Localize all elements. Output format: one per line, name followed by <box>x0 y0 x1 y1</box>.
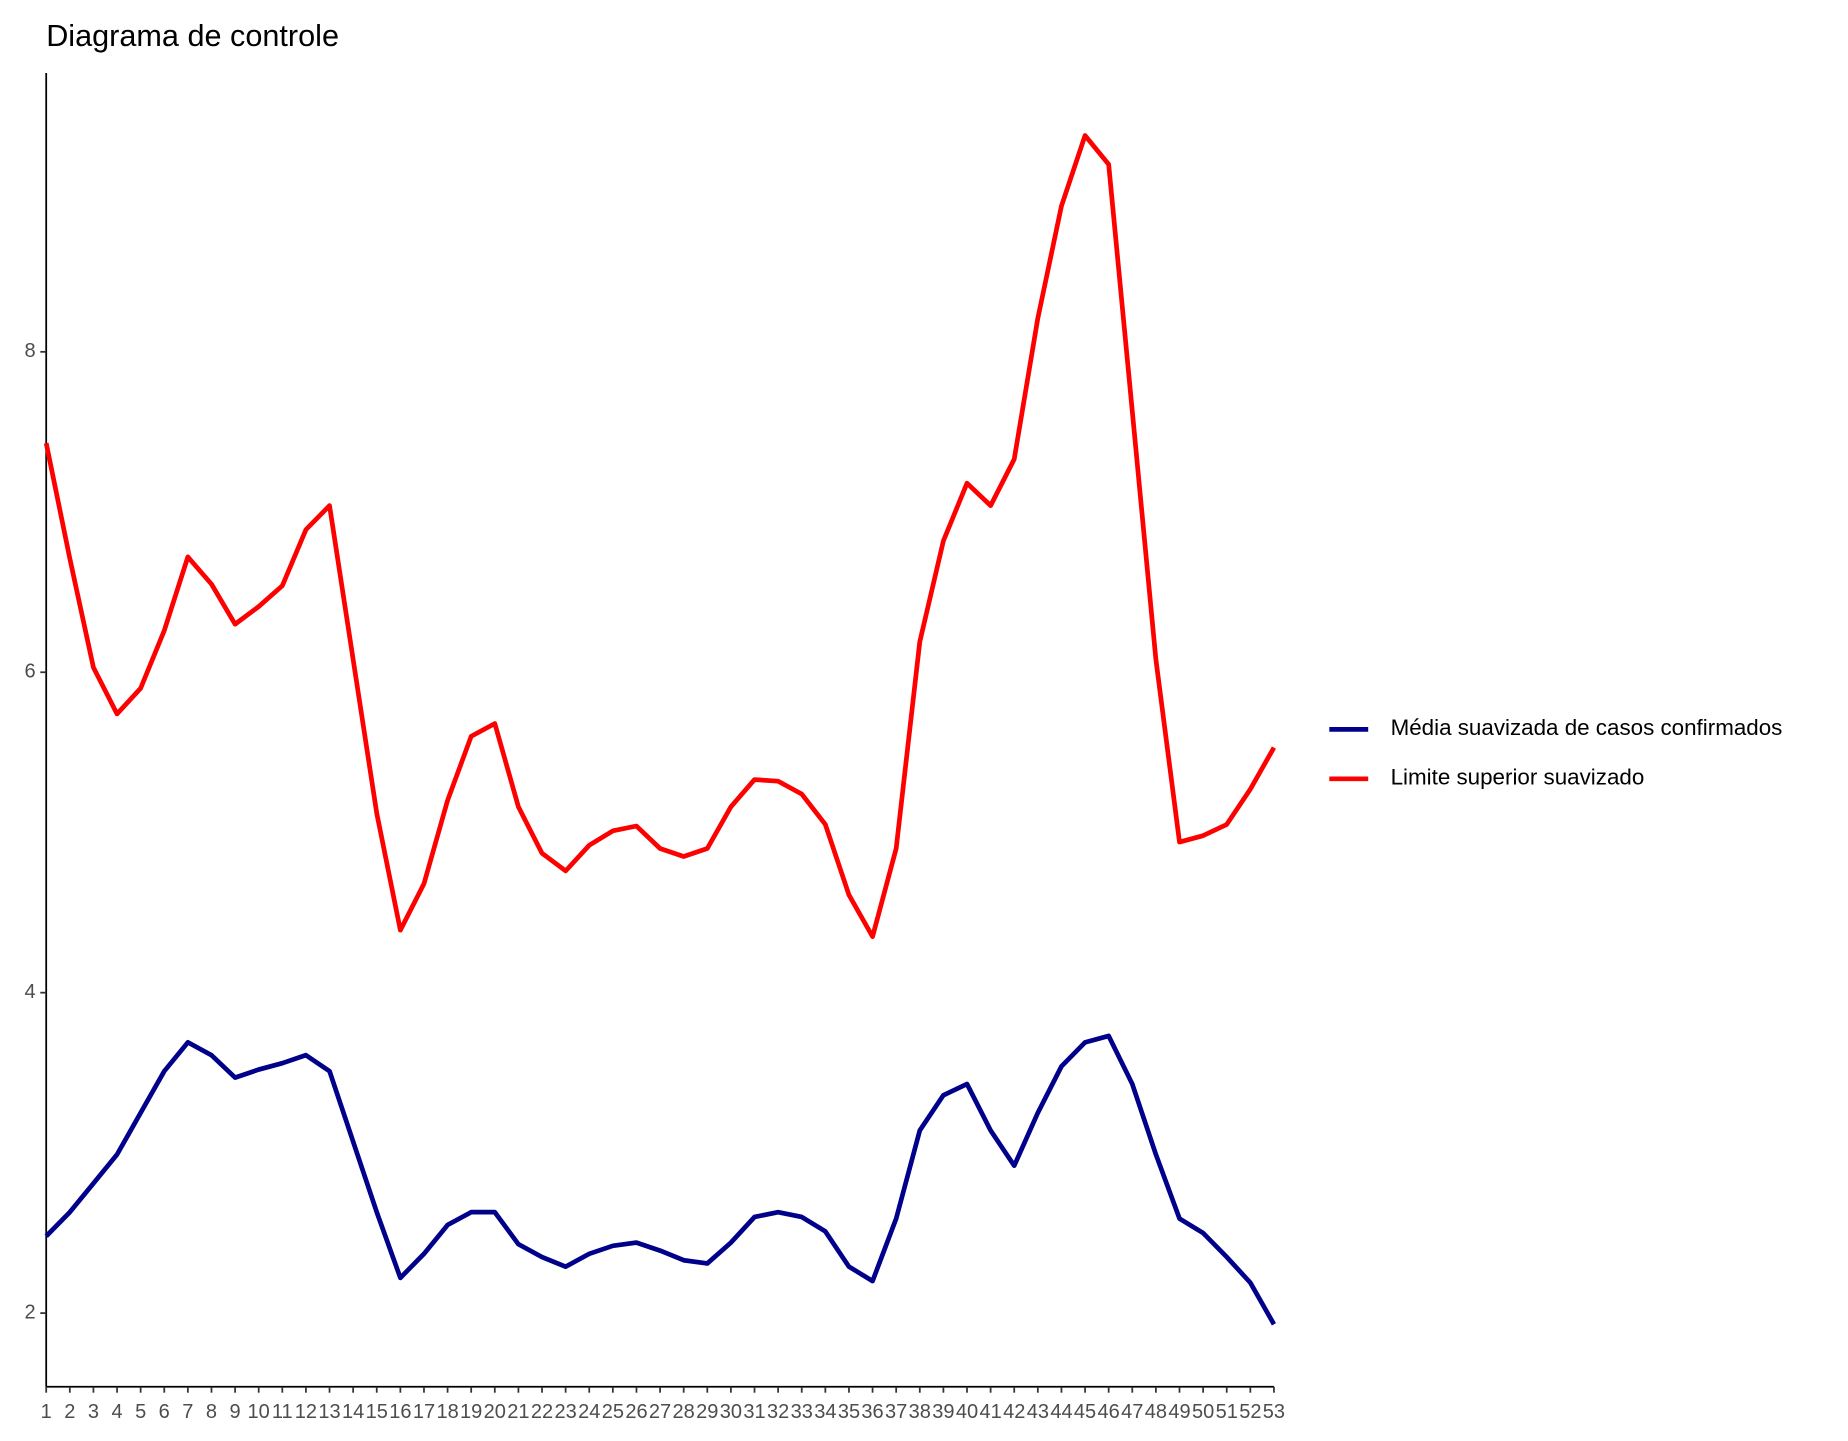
x-tick-label: 27 <box>649 1401 671 1423</box>
x-tick-label: 38 <box>909 1401 931 1423</box>
x-tick-label: 37 <box>885 1401 907 1423</box>
x-tick-label: 51 <box>1216 1401 1238 1423</box>
x-tick-label: 17 <box>413 1401 435 1423</box>
x-tick-label: 45 <box>1074 1401 1096 1423</box>
x-tick-label: 31 <box>743 1401 765 1423</box>
y-tick-label: 4 <box>24 981 35 1003</box>
x-tick-label: 44 <box>1050 1401 1072 1423</box>
x-tick-label: 39 <box>932 1401 954 1423</box>
x-tick-label: 10 <box>248 1401 270 1423</box>
x-tick-label: 23 <box>554 1401 576 1423</box>
x-tick-label: 1 <box>41 1401 52 1423</box>
y-tick-label: 6 <box>24 661 35 683</box>
x-tick-label: 36 <box>861 1401 883 1423</box>
x-tick-label: 33 <box>791 1401 813 1423</box>
x-tick-label: 5 <box>135 1401 146 1423</box>
x-tick-label: 52 <box>1239 1401 1261 1423</box>
x-tick-label: 49 <box>1168 1401 1190 1423</box>
x-tick-label: 32 <box>767 1401 789 1423</box>
x-tick-label: 8 <box>206 1401 217 1423</box>
legend-label: Limite superior suavizado <box>1391 765 1645 790</box>
chart-title: Diagrama de controle <box>46 19 339 53</box>
legend-label: Média suavizada de casos confirmados <box>1391 715 1783 740</box>
x-tick-label: 25 <box>602 1401 624 1423</box>
x-tick-label: 43 <box>1027 1401 1049 1423</box>
x-tick-label: 41 <box>979 1401 1001 1423</box>
x-tick-label: 13 <box>318 1401 340 1423</box>
x-tick-label: 47 <box>1121 1401 1143 1423</box>
x-tick-label: 21 <box>507 1401 529 1423</box>
x-tick-label: 15 <box>366 1401 388 1423</box>
x-tick-label: 46 <box>1098 1401 1120 1423</box>
x-tick-label: 11 <box>272 1401 293 1423</box>
line-series <box>43 133 1276 939</box>
x-tick-label: 28 <box>673 1401 695 1423</box>
x-tick-label: 12 <box>295 1401 317 1423</box>
x-tick-label: 22 <box>531 1401 553 1423</box>
x-tick-label: 19 <box>460 1401 482 1423</box>
x-tick-label: 50 <box>1192 1401 1214 1423</box>
x-tick-label: 6 <box>159 1401 170 1423</box>
x-tick-label: 3 <box>88 1401 99 1423</box>
y-tick-label: 2 <box>24 1301 35 1323</box>
x-tick-label: 29 <box>696 1401 718 1423</box>
x-tick-label: 26 <box>625 1401 647 1423</box>
x-tick-label: 42 <box>1003 1401 1025 1423</box>
x-tick-label: 35 <box>838 1401 860 1423</box>
x-tick-label: 34 <box>814 1401 836 1423</box>
x-tick-label: 2 <box>64 1401 75 1423</box>
x-tick-label: 9 <box>230 1401 241 1423</box>
x-tick-label: 7 <box>182 1401 193 1423</box>
x-tick-label: 53 <box>1263 1401 1285 1423</box>
x-tick-label: 16 <box>389 1401 411 1423</box>
x-tick-label: 48 <box>1145 1401 1167 1423</box>
x-tick-label: 18 <box>436 1401 458 1423</box>
x-tick-label: 30 <box>720 1401 742 1423</box>
y-tick-label: 8 <box>24 340 35 362</box>
line-series <box>44 1033 1276 1326</box>
x-tick-label: 20 <box>484 1401 506 1423</box>
x-tick-label: 40 <box>956 1401 978 1423</box>
x-tick-label: 24 <box>578 1401 600 1423</box>
x-tick-label: 14 <box>342 1401 364 1423</box>
x-tick-label: 4 <box>111 1401 122 1423</box>
